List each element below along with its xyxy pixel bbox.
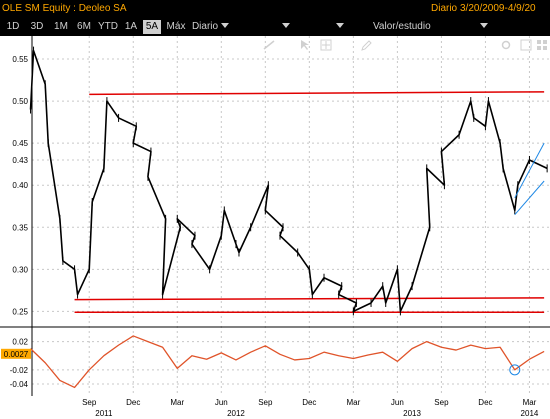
x-year-label: 2011 xyxy=(95,409,113,418)
x-tick-label: Dec xyxy=(302,398,317,407)
price-tick-label: 0.55 xyxy=(12,55,28,64)
range-button-3d[interactable]: 3D xyxy=(30,21,44,32)
x-tick-label: Mar xyxy=(522,398,537,407)
x-tick-label: Mar xyxy=(170,398,185,407)
toolbar: 1D 3D 1M 6M YTD 1A 5A Máx Diario Valor/e… xyxy=(0,18,550,51)
channel-line xyxy=(514,180,545,215)
security-title: OLE SM Equity : Deoleo SA xyxy=(2,3,127,14)
period-label: Diario xyxy=(431,3,458,14)
menu-chevron-icon[interactable] xyxy=(480,23,488,28)
line-draw-chevron-icon[interactable] xyxy=(282,23,290,28)
range-button-max[interactable]: Máx xyxy=(166,21,186,32)
date-range: 3/20/2009-4/9/20 xyxy=(460,3,536,14)
trendline xyxy=(74,297,545,301)
price-chart[interactable]: 0.55 0.50 0.45 0.43 0.40 0.35 0.30 0.25 0.02 0.00… xyxy=(0,36,550,396)
range-button-1a[interactable]: 1A xyxy=(124,21,138,32)
edit-icon[interactable] xyxy=(360,38,372,52)
oscillator-marker xyxy=(509,364,521,376)
range-button-ytd[interactable]: YTD xyxy=(98,21,118,32)
expand-icon[interactable] xyxy=(520,39,532,51)
price-tick-label: 0.30 xyxy=(12,265,28,274)
chevron-down-icon[interactable] xyxy=(221,23,229,28)
grid-icon[interactable] xyxy=(536,39,548,51)
x-tick-label: Sep xyxy=(82,398,97,407)
x-tick-label: Dec xyxy=(478,398,493,407)
trendline xyxy=(89,91,545,96)
price-tick-label: 0.40 xyxy=(12,181,28,190)
x-tick-label: Jun xyxy=(390,398,404,407)
oscillator-tick-label: -0.04 xyxy=(10,380,29,389)
range-button-1m[interactable]: 1M xyxy=(54,21,68,32)
x-tick-label: Sep xyxy=(258,398,273,407)
oscillator-tick-label: 0.02 xyxy=(12,338,28,347)
settings-icon[interactable] xyxy=(500,39,512,51)
current-value-badge xyxy=(1,348,31,359)
pan-icon[interactable] xyxy=(320,39,332,51)
x-tick-label: Sep xyxy=(434,398,449,407)
range-button-5a[interactable]: 5A xyxy=(143,20,161,34)
x-axis: Sep Dec Mar Jun Sep Dec Mar Jun Sep Dec Mar 2011 201… xyxy=(0,396,550,419)
x-year-label: 2014 xyxy=(520,409,539,418)
price-tick-label: 0.43 xyxy=(12,156,28,165)
x-tick-label: Mar xyxy=(346,398,361,407)
x-tick-label: Jun xyxy=(214,398,228,407)
x-year-label: 2013 xyxy=(403,409,421,418)
range-button-1d[interactable]: 1D xyxy=(6,21,20,32)
x-year-label: 2012 xyxy=(227,409,245,418)
pan-chevron-icon[interactable] xyxy=(336,23,344,28)
price-tick-label: 0.25 xyxy=(12,307,28,316)
oscillator-series xyxy=(30,335,545,389)
oscillator-current-value: 0.0027 xyxy=(4,350,29,359)
channel-line xyxy=(514,142,545,199)
price-series xyxy=(29,49,548,313)
range-button-6m[interactable]: 6M xyxy=(77,21,91,32)
interval-dropdown[interactable]: Diario xyxy=(191,21,219,32)
price-tick-label: 0.50 xyxy=(12,97,28,106)
title-bar: OLE SM Equity : Deoleo SA Diario 3/20/20… xyxy=(0,0,550,18)
oscillator-tick-label: -0.02 xyxy=(10,366,29,375)
x-tick-label: Dec xyxy=(126,398,141,407)
price-tick-label: 0.35 xyxy=(12,223,28,232)
value-study-menu[interactable]: Valor/estudio xyxy=(373,21,431,32)
price-tick-label: 0.45 xyxy=(12,139,28,148)
cursor-icon[interactable] xyxy=(299,39,311,51)
